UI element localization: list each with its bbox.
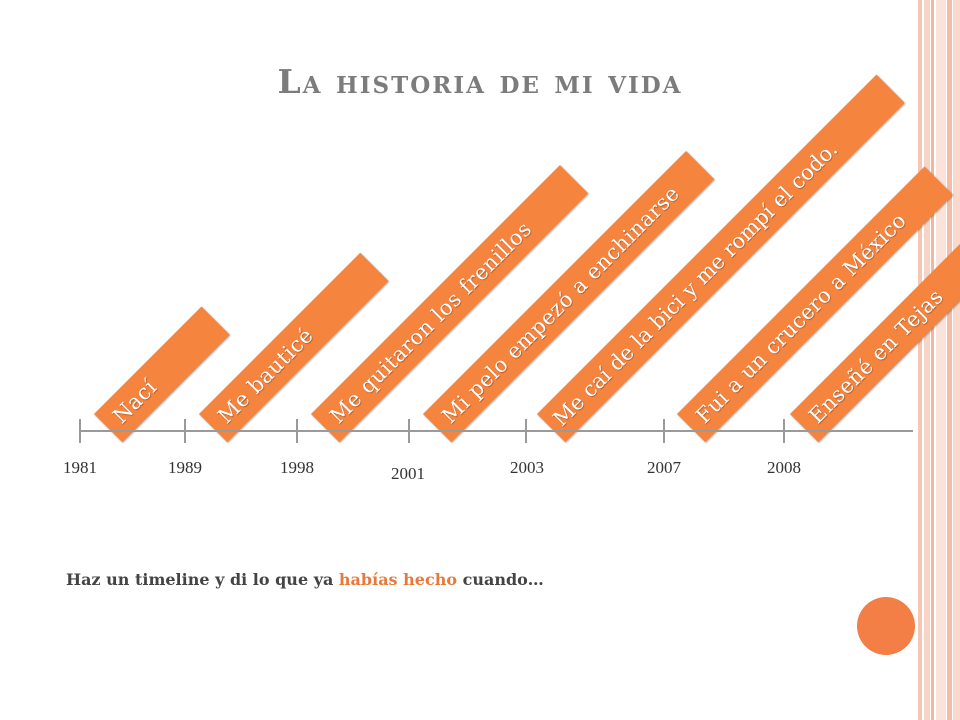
instruction-text-start: Haz un timeline y di lo que ya [66, 570, 339, 589]
timeline-tick [79, 419, 81, 443]
year-label: 1998 [280, 458, 314, 477]
decorative-circle [857, 597, 915, 655]
timeline-axis [80, 430, 913, 432]
timeline-tick [184, 419, 186, 443]
slide-title: La historia de mi vida [0, 62, 960, 101]
timeline-tick [525, 419, 527, 443]
border-stripe [953, 0, 960, 720]
border-stripe [918, 0, 922, 720]
border-stripe [936, 0, 946, 720]
instruction-text: Haz un timeline y di lo que ya habías he… [66, 570, 544, 589]
instruction-text-end: cuando… [457, 570, 544, 589]
border-stripe [924, 0, 930, 720]
timeline-tick [783, 419, 785, 443]
border-stripe [931, 0, 934, 720]
year-label: 2008 [767, 458, 801, 477]
instruction-highlight: habías hecho [338, 570, 457, 589]
timeline-tick [663, 419, 665, 443]
border-stripe [947, 0, 952, 720]
year-label: 1989 [168, 458, 202, 477]
slide-title-text: La historia de mi vida [277, 62, 683, 101]
year-label: 2003 [510, 458, 544, 477]
year-label: 2007 [647, 458, 681, 477]
year-label: 2001 [391, 464, 425, 483]
year-label: 1981 [63, 458, 97, 477]
timeline-tick [408, 419, 410, 443]
timeline-tick [296, 419, 298, 443]
